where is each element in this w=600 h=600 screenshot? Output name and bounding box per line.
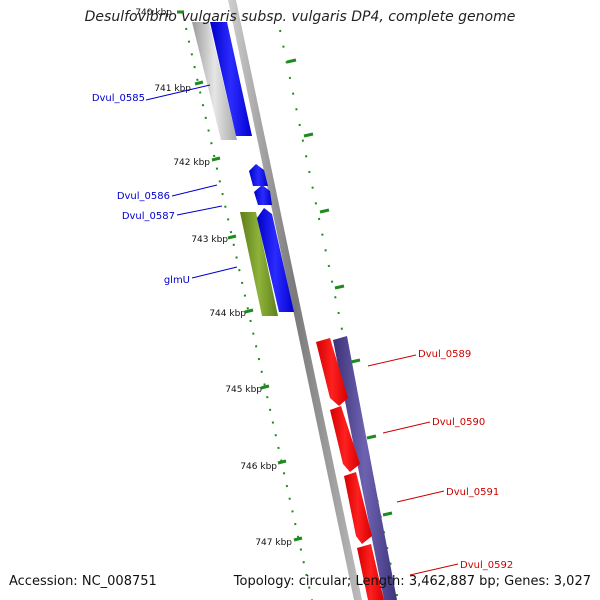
length-value: 3,462,887 bp bbox=[408, 574, 496, 589]
tick-mark bbox=[293, 536, 303, 542]
gene-dvul-0587 bbox=[254, 185, 272, 205]
tick-label: 740 kbp bbox=[135, 8, 172, 18]
label-leader bbox=[409, 563, 459, 576]
genome-summary: Topology: circular; Length: 3,462,887 bp… bbox=[234, 574, 591, 589]
outer-tick-mark bbox=[319, 208, 330, 214]
gene-dvul-0585 bbox=[210, 22, 252, 136]
gene-label-dvul-0585[interactable]: Dvul_0585 bbox=[92, 93, 145, 104]
gene-forward-after-glmu bbox=[257, 208, 294, 312]
accession-label: Accession: bbox=[9, 574, 78, 589]
tick-label: 745 kbp bbox=[225, 385, 262, 395]
outer-dotted-track bbox=[279, 29, 399, 600]
outer-tick-mark bbox=[382, 511, 393, 517]
forward-gene-labels: Dvul_0585 Dvul_0586 Dvul_0587 glmU bbox=[92, 84, 238, 286]
outer-tick-mark bbox=[350, 358, 361, 364]
inner-tick-track bbox=[185, 27, 313, 600]
topology-label: Topology: bbox=[233, 574, 295, 589]
label-leader bbox=[191, 266, 238, 279]
separator: ; bbox=[346, 574, 352, 589]
genome-backbone bbox=[228, 0, 362, 600]
genes-value: 3,027 bbox=[553, 574, 591, 589]
tick-mark bbox=[194, 80, 204, 86]
tick-marks bbox=[177, 10, 303, 542]
gene-dvul-0589 bbox=[316, 338, 348, 406]
gene-label-dvul-0591[interactable]: Dvul_0591 bbox=[446, 487, 499, 498]
topology-value: circular bbox=[298, 574, 347, 589]
label-leader bbox=[382, 421, 431, 434]
tick-label: 746 kbp bbox=[240, 462, 277, 472]
tick-mark bbox=[277, 459, 287, 465]
outer-tick-mark bbox=[286, 58, 297, 64]
label-leader bbox=[367, 354, 417, 367]
gene-gray-segment bbox=[192, 22, 237, 140]
tick-mark bbox=[227, 234, 237, 240]
length-label: Length: bbox=[355, 574, 405, 589]
genome-title: Desulfovibrio vulgaris subsp. vulgaris D… bbox=[84, 9, 516, 25]
tick-labels: 740 kbp 741 kbp 742 kbp 743 kbp 744 kbp … bbox=[135, 8, 292, 548]
outer-tick-mark bbox=[366, 434, 377, 440]
tick-mark bbox=[211, 156, 221, 162]
tick-mark bbox=[244, 308, 254, 314]
outer-tick-mark bbox=[303, 132, 314, 138]
gene-dvul-0592 bbox=[357, 544, 384, 600]
label-leader bbox=[171, 184, 218, 197]
accession-info: Accession: NC_008751 bbox=[9, 574, 157, 589]
gene-dvul-0586 bbox=[249, 164, 268, 186]
tick-label: 742 kbp bbox=[173, 158, 210, 168]
tick-label: 747 kbp bbox=[255, 538, 292, 548]
gene-label-dvul-0587[interactable]: Dvul_0587 bbox=[122, 211, 175, 222]
gene-label-dvul-0592[interactable]: Dvul_0592 bbox=[460, 560, 513, 571]
reverse-track-band bbox=[333, 336, 397, 600]
reverse-gene-labels: Dvul_0589 Dvul_0590 Dvul_0591 Dvul_0592 bbox=[367, 349, 513, 576]
tick-label: 743 kbp bbox=[191, 235, 228, 245]
reverse-strand-genes bbox=[316, 336, 397, 600]
tick-label: 744 kbp bbox=[209, 309, 246, 319]
outer-tick-mark bbox=[334, 284, 345, 290]
gene-label-glmu[interactable]: glmU bbox=[164, 275, 190, 286]
gene-label-dvul-0590[interactable]: Dvul_0590 bbox=[432, 417, 485, 428]
forward-strand-genes bbox=[192, 22, 294, 316]
label-leader bbox=[396, 490, 445, 503]
label-leader bbox=[145, 84, 211, 101]
tick-mark bbox=[260, 384, 270, 390]
label-leader bbox=[176, 205, 223, 216]
gene-glmu bbox=[240, 212, 278, 316]
gene-label-dvul-0586[interactable]: Dvul_0586 bbox=[117, 191, 170, 202]
genes-label: Genes: bbox=[504, 574, 550, 589]
tick-label: 741 kbp bbox=[154, 84, 191, 94]
gene-dvul-0591 bbox=[344, 472, 372, 544]
gene-dvul-0590 bbox=[330, 406, 360, 472]
outer-tick-marks bbox=[286, 58, 393, 517]
gene-label-dvul-0589[interactable]: Dvul_0589 bbox=[418, 349, 471, 360]
accession-value: NC_008751 bbox=[81, 574, 157, 589]
separator: ; bbox=[495, 574, 501, 589]
